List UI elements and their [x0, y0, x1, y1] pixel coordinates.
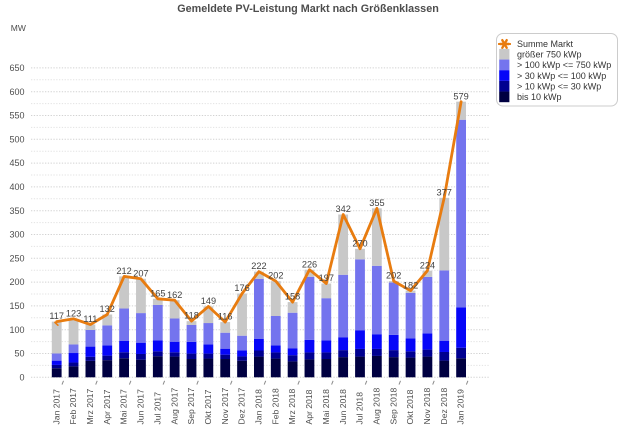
svg-text:400: 400: [9, 182, 24, 192]
svg-text:Apr 2018: Apr 2018: [304, 389, 314, 424]
svg-text:450: 450: [9, 158, 24, 168]
svg-text:Jul 2018: Jul 2018: [355, 392, 365, 425]
svg-text:226: 226: [302, 259, 317, 269]
svg-text:117: 117: [49, 311, 64, 321]
svg-text:Apr 2017: Apr 2017: [102, 389, 112, 424]
svg-text:342: 342: [336, 204, 351, 214]
svg-text:377: 377: [437, 187, 452, 197]
svg-text:Jan 2019: Jan 2019: [456, 389, 466, 425]
svg-text:212: 212: [116, 266, 131, 276]
svg-text:600: 600: [9, 87, 24, 97]
svg-text:Mrz 2018: Mrz 2018: [287, 388, 297, 424]
svg-text:> 10 kWp <= 30 kWp: > 10 kWp <= 30 kWp: [517, 82, 601, 92]
svg-text:0: 0: [19, 372, 24, 382]
svg-text:Aug 2017: Aug 2017: [169, 387, 179, 424]
svg-text:Feb 2017: Feb 2017: [68, 388, 78, 425]
svg-text:158: 158: [285, 292, 300, 302]
svg-text:> 30 kWp <= 100 kWp: > 30 kWp <= 100 kWp: [517, 71, 606, 81]
svg-text:650: 650: [9, 63, 24, 73]
svg-text:Sep 2017: Sep 2017: [186, 387, 196, 424]
svg-text:100: 100: [9, 325, 24, 335]
svg-text:MW: MW: [11, 23, 26, 33]
svg-text:132: 132: [100, 304, 115, 314]
svg-text:123: 123: [66, 308, 81, 318]
svg-text:Aug 2018: Aug 2018: [372, 387, 382, 424]
svg-text:Summe Markt: Summe Markt: [517, 39, 574, 49]
svg-text:202: 202: [386, 271, 401, 281]
svg-text:197: 197: [319, 273, 334, 283]
svg-text:222: 222: [251, 261, 266, 271]
svg-text:50: 50: [14, 349, 24, 359]
svg-text:355: 355: [369, 198, 384, 208]
svg-text:300: 300: [9, 230, 24, 240]
svg-text:Gemeldete PV-Leistung Markt na: Gemeldete PV-Leistung Markt nach Größenk…: [177, 3, 439, 15]
svg-text:Feb 2018: Feb 2018: [270, 388, 280, 425]
svg-text:Jan 2017: Jan 2017: [51, 389, 61, 425]
svg-text:202: 202: [268, 271, 283, 281]
svg-text:165: 165: [150, 288, 165, 298]
svg-text:200: 200: [9, 277, 24, 287]
svg-text:162: 162: [167, 290, 182, 300]
svg-text:Okt 2017: Okt 2017: [203, 389, 213, 424]
svg-text:176: 176: [234, 283, 249, 293]
svg-text:Okt 2018: Okt 2018: [405, 389, 415, 424]
svg-text:207: 207: [133, 268, 148, 278]
svg-text:250: 250: [9, 253, 24, 263]
svg-text:149: 149: [201, 296, 216, 306]
svg-text:182: 182: [403, 280, 418, 290]
svg-text:Nov 2018: Nov 2018: [422, 387, 432, 424]
svg-text:Jan 2018: Jan 2018: [254, 389, 264, 425]
svg-text:118: 118: [184, 311, 199, 321]
svg-text:Jun 2017: Jun 2017: [136, 389, 146, 425]
svg-text:bis 10 kWp: bis 10 kWp: [517, 92, 562, 102]
svg-text:Mrz 2017: Mrz 2017: [85, 388, 95, 424]
svg-text:Jul 2017: Jul 2017: [152, 392, 162, 425]
svg-text:Dez 2018: Dez 2018: [439, 387, 449, 424]
svg-text:Jun 2018: Jun 2018: [338, 389, 348, 425]
svg-text:> 100 kWp <= 750 kWp: > 100 kWp <= 750 kWp: [517, 60, 611, 70]
svg-text:224: 224: [420, 260, 435, 270]
svg-text:500: 500: [9, 134, 24, 144]
svg-text:größer 750 kWp: größer 750 kWp: [517, 50, 582, 60]
svg-text:Nov 2017: Nov 2017: [220, 387, 230, 424]
svg-text:Sep 2018: Sep 2018: [388, 387, 398, 424]
svg-text:270: 270: [352, 238, 367, 248]
svg-text:550: 550: [9, 111, 24, 121]
svg-text:111: 111: [83, 314, 97, 324]
svg-text:116: 116: [218, 312, 233, 322]
svg-text:579: 579: [453, 91, 468, 101]
svg-text:Dez 2017: Dez 2017: [237, 387, 247, 424]
svg-text:150: 150: [9, 301, 24, 311]
svg-text:Mai 2018: Mai 2018: [321, 389, 331, 425]
svg-text:Mai 2017: Mai 2017: [119, 389, 129, 425]
svg-text:350: 350: [9, 206, 24, 216]
